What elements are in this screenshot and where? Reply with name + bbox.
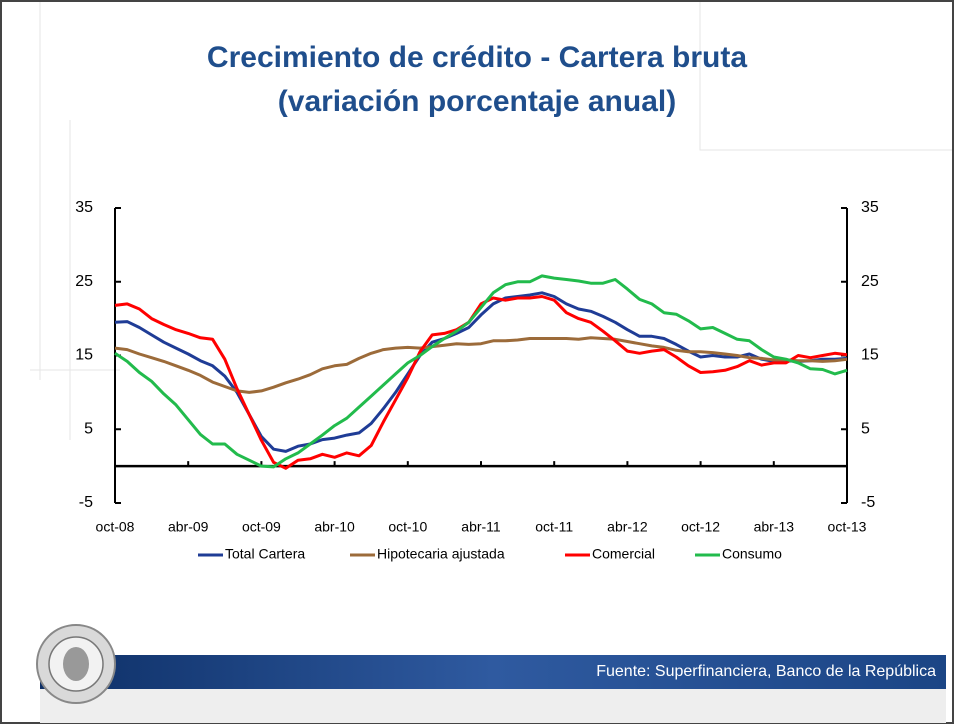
x-tick-label: abr-12 <box>607 519 648 535</box>
x-tick-label: abr-09 <box>168 519 209 535</box>
y2-tick-label: 5 <box>861 420 870 437</box>
series-line <box>114 295 848 470</box>
y-tick-label: 15 <box>75 347 93 364</box>
source: Fuente: Superfinanciera, Banco de la Rep… <box>596 663 936 680</box>
logo <box>36 624 116 704</box>
chart-title: (variación porcentaje anual) <box>278 85 676 118</box>
series-line <box>114 274 848 469</box>
y2-tick-label: -5 <box>861 494 875 511</box>
chart-title: Crecimiento de crédito - Cartera bruta <box>207 41 747 74</box>
y2-tick-label: 15 <box>861 347 879 364</box>
legend-label: Hipotecaria ajustada <box>377 546 505 562</box>
legend-label: Comercial <box>592 546 655 562</box>
y2-tick-label: 35 <box>861 199 879 216</box>
y2-tick-label: 25 <box>861 273 879 290</box>
plot: -5 5 15 25 35 -5 5 15 25 35 oct-08 abr-09 oct-09 abr-… <box>75 199 879 561</box>
x-tick-label: abr-10 <box>314 519 355 535</box>
decor-lines <box>30 0 954 440</box>
y-tick-label: -5 <box>79 494 93 511</box>
legend-label: Consumo <box>722 546 782 562</box>
y-tick-label: 25 <box>75 273 93 290</box>
x-tick-label: oct-13 <box>828 519 867 535</box>
legend-label: Total Cartera <box>225 546 305 562</box>
footer-bar <box>40 655 946 689</box>
y-tick-label: 5 <box>84 420 93 437</box>
x-tick-label: oct-12 <box>681 519 720 535</box>
footer-strip <box>40 689 946 723</box>
x-tick-label: oct-09 <box>242 519 281 535</box>
x-tick-label: abr-11 <box>461 519 501 535</box>
x-tick-label: abr-13 <box>754 519 795 535</box>
x-tick-label: oct-10 <box>388 519 427 535</box>
x-tick-label: oct-11 <box>535 519 573 535</box>
y-tick-label: 35 <box>75 199 93 216</box>
x-tick-label: oct-08 <box>96 519 135 535</box>
